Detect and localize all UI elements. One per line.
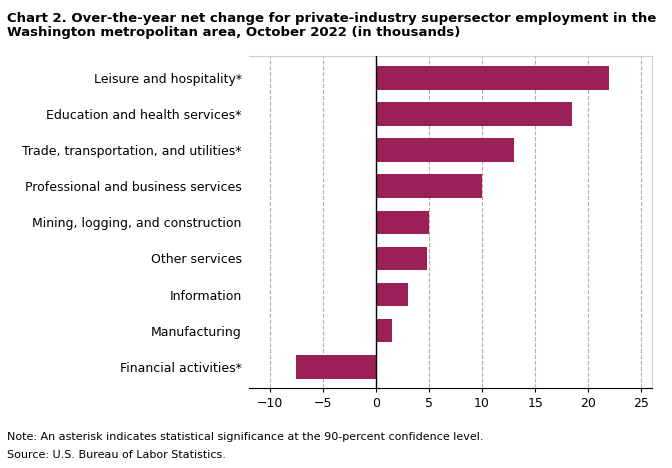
Bar [376,102,573,126]
Text: Source: U.S. Bureau of Labor Statistics.: Source: U.S. Bureau of Labor Statistics. [7,450,226,460]
Bar [376,139,514,162]
Text: Chart 2. Over-the-year net change for private-industry supersector employment in: Chart 2. Over-the-year net change for pr… [7,12,656,25]
Text: Washington metropolitan area, October 2022 (in thousands): Washington metropolitan area, October 20… [7,26,460,39]
Bar [296,355,376,379]
Bar [376,175,482,198]
Bar [376,66,610,89]
Bar [376,247,427,270]
Bar [376,283,408,306]
Text: Note: An asterisk indicates statistical significance at the 90-percent confidenc: Note: An asterisk indicates statistical … [7,432,483,442]
Bar [376,211,429,234]
Bar [376,319,392,343]
